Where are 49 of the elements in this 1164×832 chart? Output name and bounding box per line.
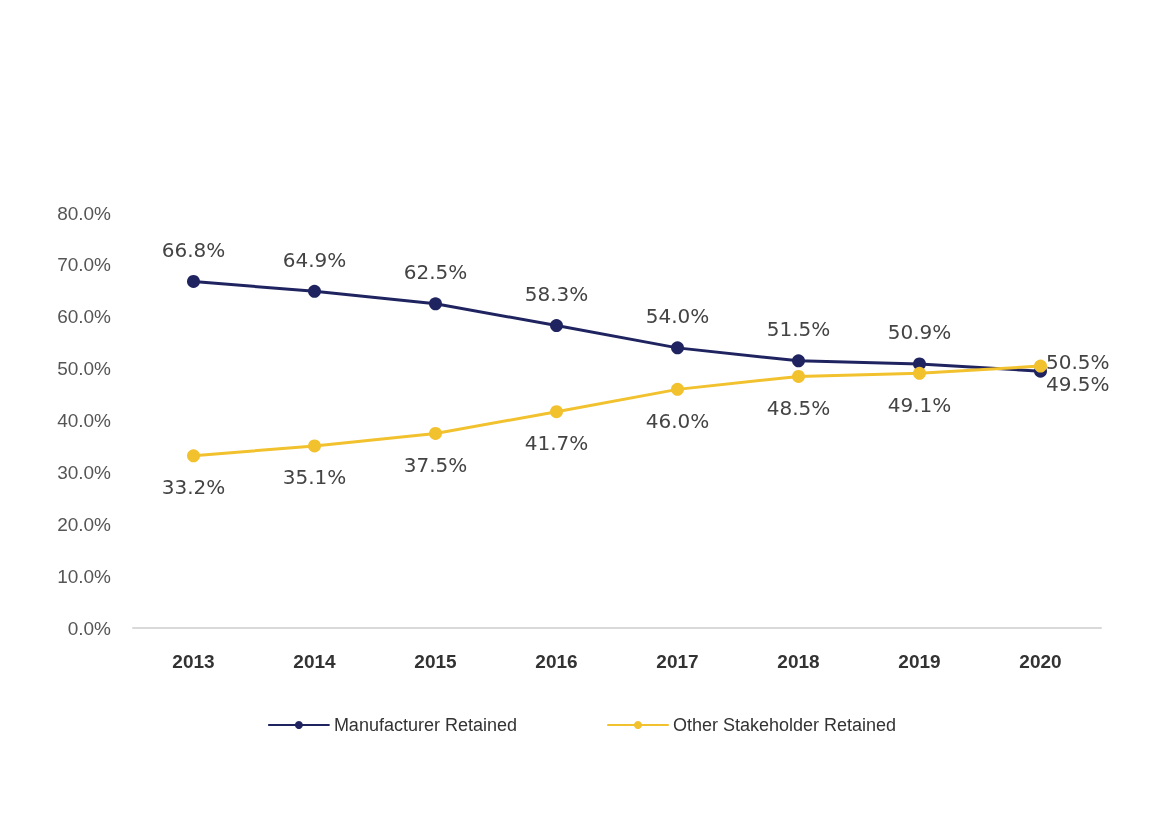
data-label: 41.7% <box>524 431 589 456</box>
point <box>429 426 442 440</box>
data-label: 49.5% <box>1046 372 1110 397</box>
x-tick-label: 2016 <box>535 651 578 672</box>
point <box>550 405 563 419</box>
point <box>429 297 442 311</box>
y-tick-label: 70.0% <box>57 254 112 276</box>
data-label: 49.1% <box>887 392 952 417</box>
y-tick-label: 30.0% <box>57 461 112 483</box>
point <box>792 354 805 368</box>
data-label: 62.5% <box>403 260 468 285</box>
y-tick-label: 80.0% <box>57 202 112 224</box>
x-tick-label: 2013 <box>172 651 215 672</box>
data-label: 46.0% <box>645 408 710 433</box>
point <box>308 439 321 453</box>
point <box>1034 359 1047 373</box>
data-label: 50.9% <box>887 320 952 345</box>
point <box>671 341 684 355</box>
y-tick-label: 50.0% <box>57 358 112 380</box>
x-tick-label: 2020 <box>1019 651 1062 672</box>
point <box>671 382 684 396</box>
point <box>187 274 200 288</box>
point <box>308 284 321 298</box>
x-tick-label: 2017 <box>656 651 699 672</box>
data-label: 64.9% <box>282 247 347 272</box>
y-tick-label: 10.0% <box>57 565 112 587</box>
point <box>913 366 926 380</box>
legend-label: Other Stakeholder Retained <box>672 715 897 735</box>
legend-label: Manufacturer Retained <box>333 715 517 735</box>
y-tick-label: 40.0% <box>57 410 112 431</box>
point <box>187 449 200 463</box>
data-label: 66.8% <box>161 237 226 262</box>
x-tick-label: 2015 <box>414 651 458 672</box>
data-label: 58.3% <box>524 282 589 307</box>
x-tick-label: 2018 <box>777 651 820 672</box>
data-label: 51.5% <box>766 317 831 342</box>
x-tick-label: 2019 <box>898 651 941 672</box>
data-label: 50.5% <box>1046 350 1110 375</box>
y-tick-label: 20.0% <box>57 513 112 535</box>
data-label: 37.5% <box>403 452 468 477</box>
data-label: 54.0% <box>645 304 710 329</box>
y-tick-label: 0.0% <box>67 617 112 639</box>
data-label: 48.5% <box>766 395 831 420</box>
x-tick-label: 2014 <box>293 651 337 672</box>
y-tick-label: 60.0% <box>57 306 112 328</box>
data-label: 35.1% <box>282 465 347 490</box>
data-label: 33.2% <box>161 475 226 500</box>
point <box>550 319 563 333</box>
point <box>792 369 805 383</box>
